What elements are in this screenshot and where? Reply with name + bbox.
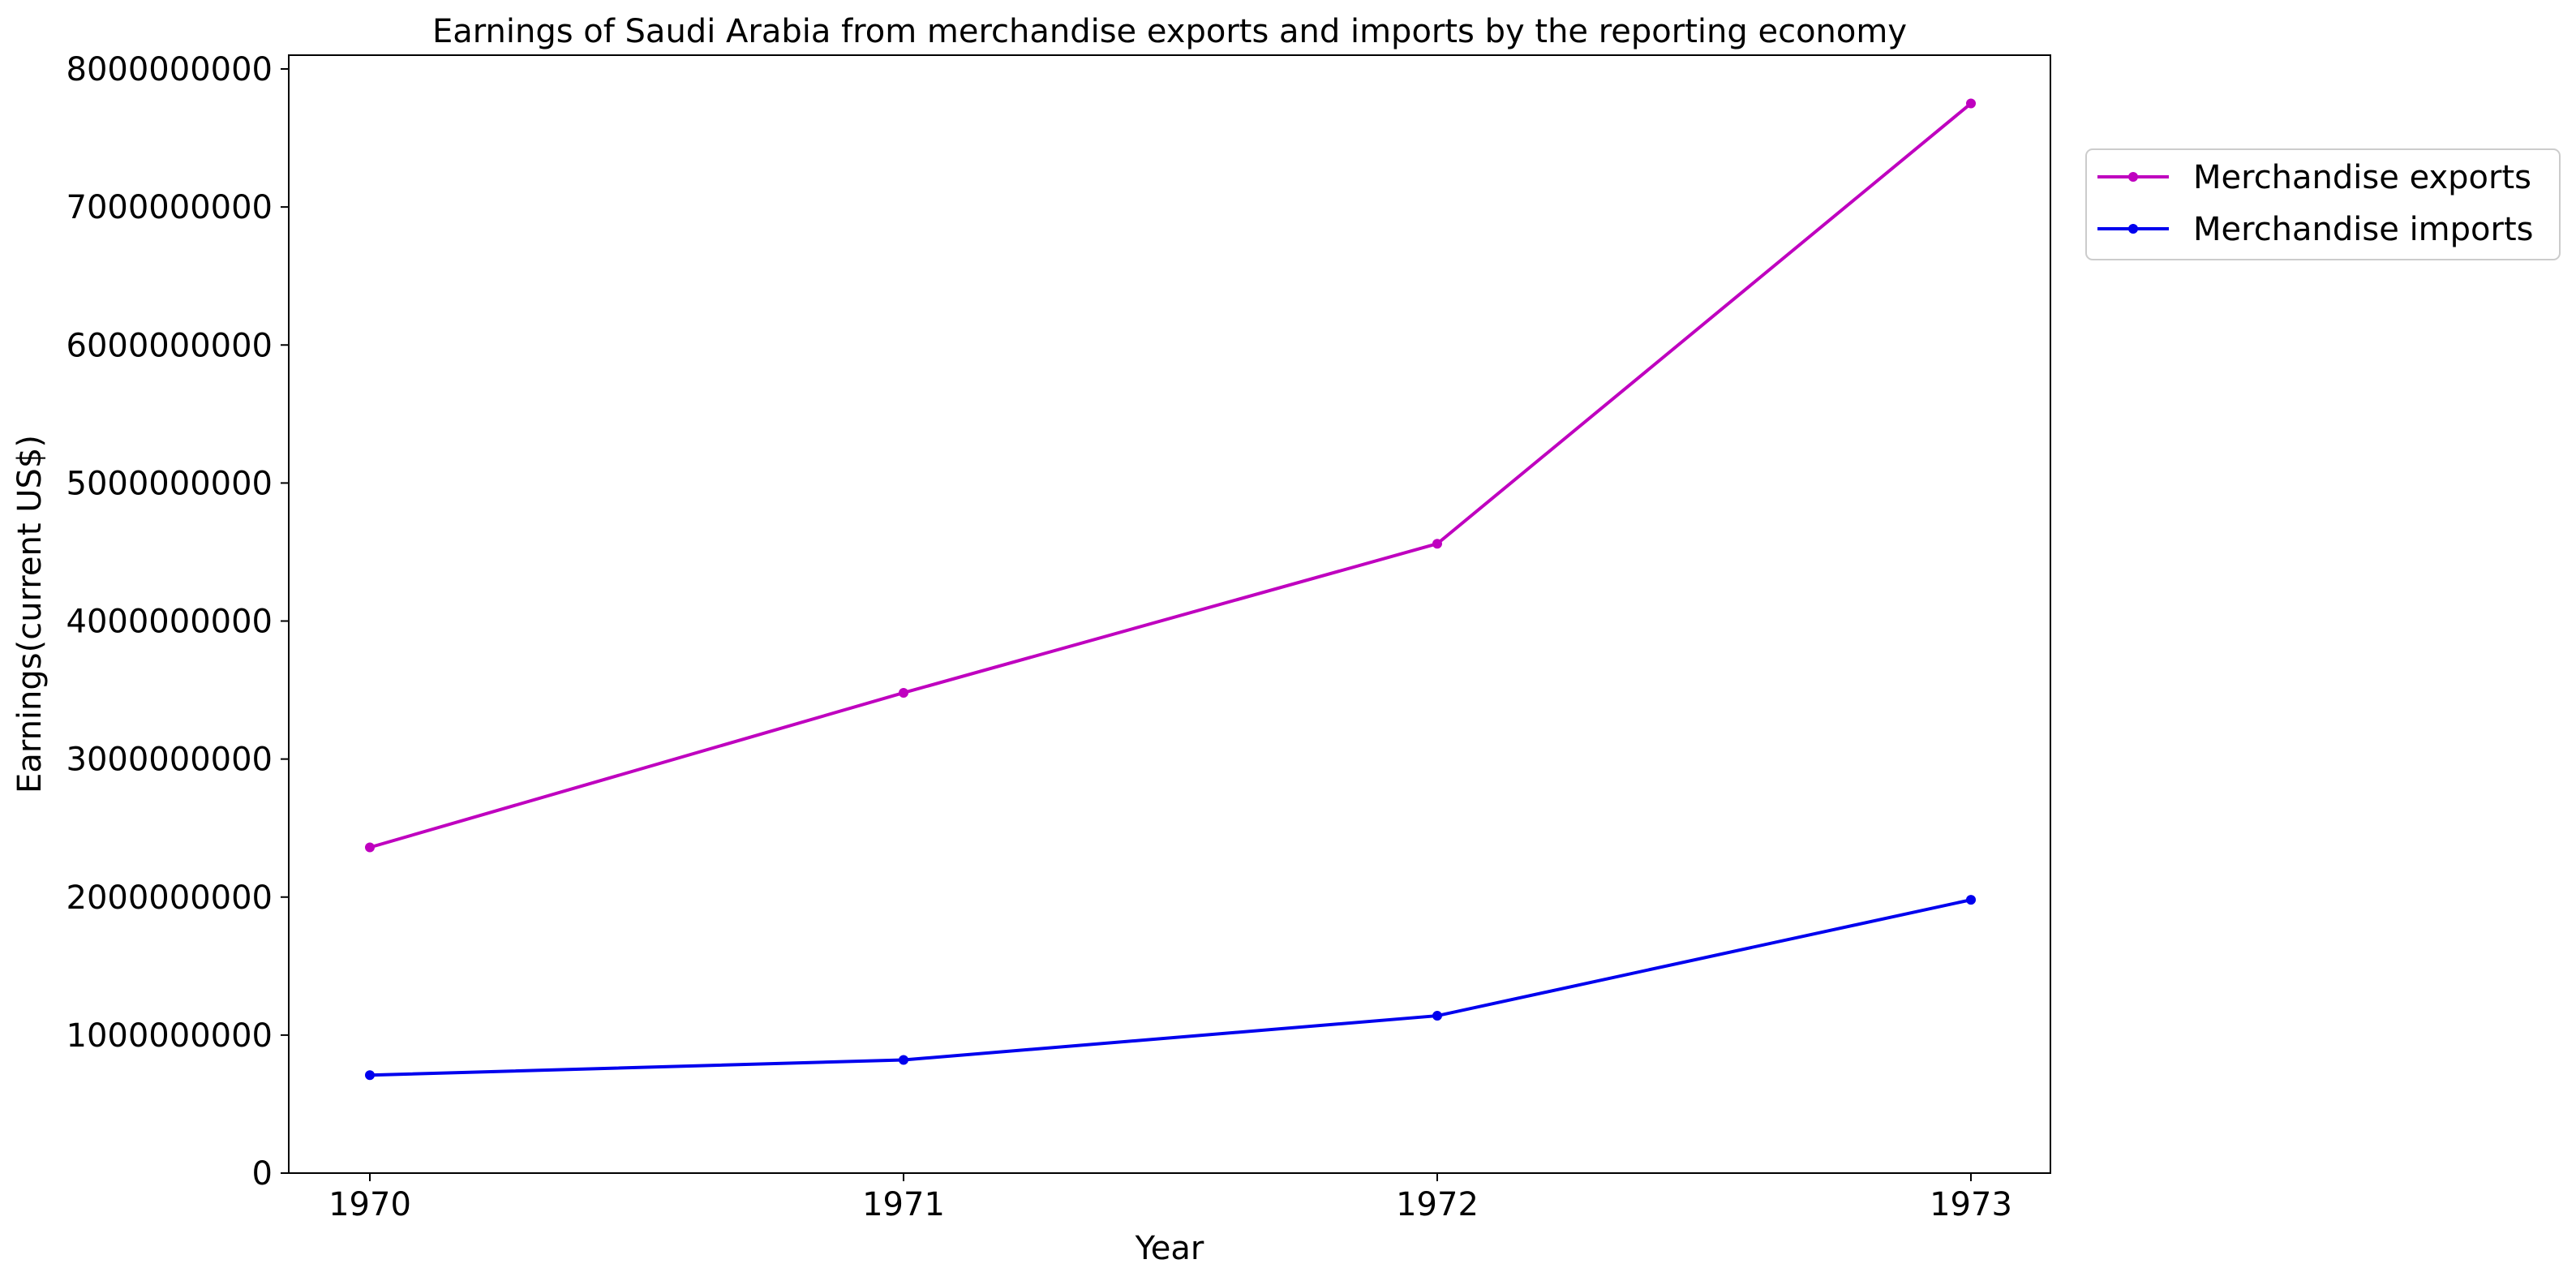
legend-label: Merchandise exports <box>2193 159 2531 196</box>
y-tick-label: 1000000000 <box>67 1017 273 1055</box>
data-point <box>1432 539 1442 549</box>
y-tick-label: 4000000000 <box>67 604 273 641</box>
x-tick-label: 1973 <box>1930 1186 2012 1223</box>
x-tick-label: 1971 <box>862 1186 945 1223</box>
data-point <box>1432 1011 1442 1021</box>
y-tick-label: 7000000000 <box>67 189 273 226</box>
x-tick-label: 1970 <box>328 1186 411 1223</box>
data-point <box>1966 98 1976 109</box>
legend-item: Merchandise exports <box>2097 159 2531 196</box>
series-merchandise-exports <box>365 98 1976 853</box>
x-tick-label: 1972 <box>1396 1186 1479 1223</box>
data-point <box>1966 895 1976 905</box>
data-point <box>899 1055 908 1065</box>
legend-box <box>2085 148 2561 260</box>
y-tick-label: 6000000000 <box>67 327 273 364</box>
data-point <box>899 687 908 698</box>
series-layer <box>365 98 1976 1081</box>
series-line <box>369 102 1973 849</box>
series-line <box>369 898 1972 1077</box>
legend-swatch-marker <box>2128 172 2138 182</box>
legend-swatch-marker <box>2128 224 2138 234</box>
y-tick-label: 0 <box>252 1155 273 1193</box>
legend-item: Merchandise imports <box>2097 211 2533 248</box>
legend: Merchandise exports Merchandise imports <box>2085 148 2561 260</box>
plot-area <box>288 54 2051 1174</box>
y-tick-label: 2000000000 <box>67 879 273 917</box>
y-tick-label: 8000000000 <box>67 51 273 88</box>
series-merchandise-imports <box>365 895 1976 1081</box>
data-point <box>365 842 375 853</box>
y-axis: 0 1000000000 2000000000 3000000000 400000000… <box>67 51 289 1193</box>
y-axis-label: Earnings(current US$) <box>11 435 49 793</box>
x-axis-label: Year <box>1135 1230 1204 1267</box>
y-tick-label: 3000000000 <box>67 742 273 779</box>
y-tick-label: 5000000000 <box>67 465 273 502</box>
x-axis: 1970 1971 1972 1973 <box>328 1173 2012 1223</box>
data-point <box>365 1070 375 1081</box>
plot-frame <box>288 54 2051 1174</box>
chart-title: Earnings of Saudi Arabia from merchandis… <box>432 13 1907 50</box>
legend-label: Merchandise imports <box>2193 211 2533 248</box>
